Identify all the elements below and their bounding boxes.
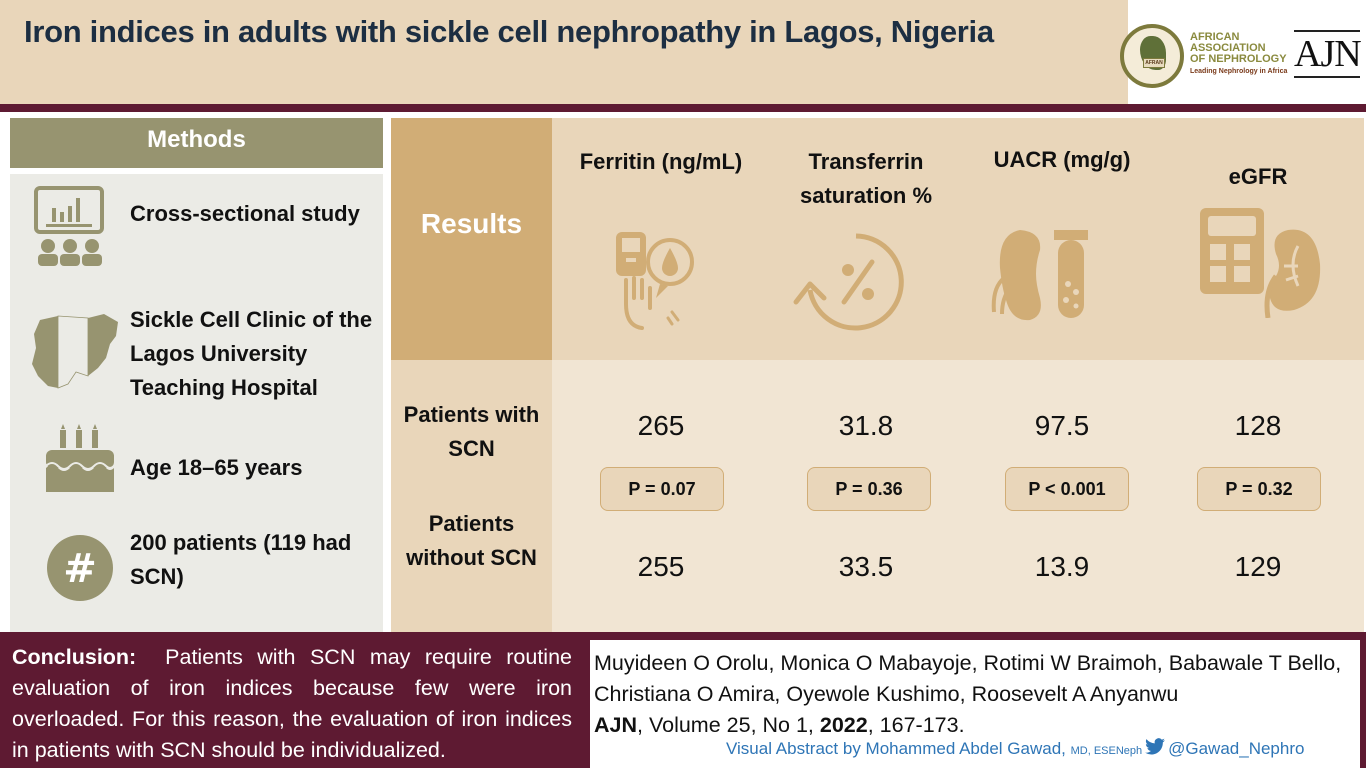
methods-heading: Methods xyxy=(10,118,383,168)
page-title: Iron indices in adults with sickle cell … xyxy=(24,14,994,49)
conclusion-body: Patients with SCN may require routine ev… xyxy=(12,645,573,762)
twitter-bird-icon xyxy=(1145,738,1166,755)
results-heading: Results xyxy=(420,208,523,239)
afran-name-line: AFRICAN xyxy=(1190,31,1240,43)
conclusion-text: Conclusion: Patients with SCN may requir… xyxy=(12,642,572,766)
method-sample-size: 200 patients (119 had SCN) xyxy=(130,530,352,589)
method-setting: Sickle Cell Clinic of the Lagos Universi… xyxy=(130,307,373,400)
citation-pages: , 167-173. xyxy=(867,713,965,737)
results-label-column xyxy=(391,118,552,360)
footer-divider xyxy=(0,632,1366,640)
value-uacr-scn: 97.5 xyxy=(1034,410,1090,441)
svg-text:#: # xyxy=(63,546,97,592)
calculator-kidney-icon xyxy=(1200,208,1321,318)
column-header-uacr: UACR (mg/g) xyxy=(993,147,1131,172)
column-header-egfr: eGFR xyxy=(1228,164,1288,189)
birthday-cake-icon xyxy=(45,424,115,492)
p-value-egfr: P = 0.32 xyxy=(1197,467,1321,511)
value-ferritin-scn: 265 xyxy=(637,410,685,441)
kidney-urine-tube-icon xyxy=(991,230,1088,321)
credit-degrees: MD, ESENeph xyxy=(1070,745,1143,757)
p-value-ferritin: P = 0.07 xyxy=(600,467,724,511)
credit-author: Visual Abstract by Mohammed Abdel Gawad, xyxy=(726,739,1071,758)
value-egfr-scn: 128 xyxy=(1234,410,1282,441)
visual-abstract-credit: Visual Abstract by Mohammed Abdel Gawad,… xyxy=(726,738,1366,759)
presentation-audience-icon xyxy=(34,186,104,266)
column-header-transferrin: Transferrin saturation % xyxy=(799,149,933,208)
conclusion-label: Conclusion: xyxy=(12,645,137,669)
method-study-design: Cross-sectional study xyxy=(130,201,360,226)
method-age-range: Age 18–65 years xyxy=(130,455,303,480)
citation-authors: Muyideen O Orolu, Monica O Mabayoje, Rot… xyxy=(594,651,1342,706)
value-transferrin-scn: 31.8 xyxy=(838,410,894,441)
citation-panel xyxy=(584,640,1366,768)
p-value-transferrin: P = 0.36 xyxy=(807,467,931,511)
blood-test-icon xyxy=(616,232,694,330)
value-ferritin-no-scn: 255 xyxy=(637,551,685,582)
afran-tagline: Leading Nephrology in Africa xyxy=(1190,68,1288,75)
nigeria-map-icon xyxy=(32,314,118,389)
value-egfr-no-scn: 129 xyxy=(1234,551,1282,582)
citation-journal: AJN xyxy=(594,713,638,737)
panel-edge xyxy=(1360,640,1366,768)
citation-year: 2022 xyxy=(819,713,868,737)
percent-cycle-icon xyxy=(793,233,904,331)
citation-text: Muyideen O Orolu, Monica O Mabayoje, Rot… xyxy=(594,648,1364,741)
hash-icon: # xyxy=(47,535,113,601)
results-row-label-column xyxy=(391,360,552,632)
afran-name-line: ASSOCIATION xyxy=(1190,42,1266,54)
panel-edge xyxy=(1364,118,1366,632)
value-transferrin-no-scn: 33.5 xyxy=(838,551,894,582)
afran-badge: AFRAN xyxy=(1143,58,1165,68)
conclusion-panel xyxy=(0,640,584,768)
p-value-uacr: P < 0.001 xyxy=(1005,467,1129,511)
twitter-handle[interactable]: @Gawad_Nephro xyxy=(1168,739,1305,758)
value-uacr-no-scn: 13.9 xyxy=(1034,551,1090,582)
citation-volume: , Volume 25, No 1, xyxy=(637,713,820,737)
row-label-with-scn: Patients with SCN xyxy=(403,402,540,461)
afran-name: AFRICAN ASSOCIATION OF NEPHROLOGY xyxy=(1190,32,1310,65)
row-label-without-scn: Patients without SCN xyxy=(406,511,537,570)
header-divider xyxy=(0,104,1366,112)
citation-reference: AJN, Volume 25, No 1, 2022, 167-173. xyxy=(594,710,1364,741)
afran-name-line: OF NEPHROLOGY xyxy=(1190,53,1287,65)
afran-logo-icon xyxy=(1120,24,1184,88)
ajn-logo: AJN xyxy=(1294,30,1362,78)
column-header-ferritin: Ferritin (ng/mL) xyxy=(579,149,743,174)
